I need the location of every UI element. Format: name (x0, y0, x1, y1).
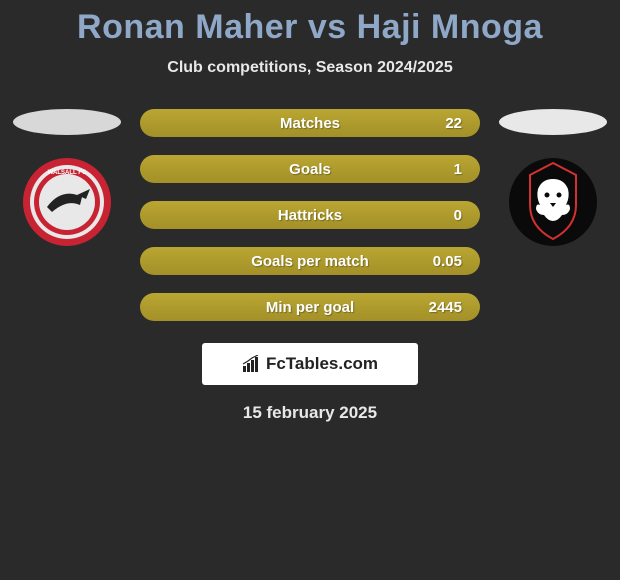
content-row: WALSALL FC Matches 22 Goals 1 Hattricks … (0, 109, 620, 321)
brand-text: FcTables.com (266, 354, 378, 374)
salford-badge-icon (508, 157, 598, 247)
page-title: Ronan Maher vs Haji Mnoga (0, 8, 620, 47)
stat-row-goals: Goals 1 (140, 155, 480, 183)
stat-row-goals-per-match: Goals per match 0.05 (140, 247, 480, 275)
date-text: 15 february 2025 (0, 403, 620, 423)
stat-label: Goals per match (251, 253, 369, 270)
stat-label: Hattricks (278, 207, 342, 224)
stat-value: 1 (454, 161, 462, 178)
stat-row-hattricks: Hattricks 0 (140, 201, 480, 229)
stat-row-min-per-goal: Min per goal 2445 (140, 293, 480, 321)
chart-icon (242, 355, 260, 373)
stat-label: Min per goal (266, 299, 354, 316)
right-player-col (498, 109, 608, 247)
stat-value: 2445 (429, 299, 462, 316)
stat-value: 22 (445, 115, 462, 132)
stat-value: 0 (454, 207, 462, 224)
right-player-avatar-placeholder (499, 109, 607, 135)
subtitle: Club competitions, Season 2024/2025 (0, 59, 620, 77)
stat-label: Matches (280, 115, 340, 132)
stat-label: Goals (289, 161, 331, 178)
walsall-badge-icon: WALSALL FC (22, 157, 112, 247)
stat-row-matches: Matches 22 (140, 109, 480, 137)
comparison-card: Ronan Maher vs Haji Mnoga Club competiti… (0, 0, 620, 423)
left-player-avatar-placeholder (13, 109, 121, 135)
stat-value: 0.05 (433, 253, 462, 270)
left-player-col: WALSALL FC (12, 109, 122, 247)
right-club-badge (508, 157, 598, 247)
svg-text:WALSALL FC: WALSALL FC (48, 170, 87, 176)
stats-column: Matches 22 Goals 1 Hattricks 0 Goals per… (140, 109, 480, 321)
brand-attribution[interactable]: FcTables.com (202, 343, 418, 385)
left-club-badge: WALSALL FC (22, 157, 112, 247)
